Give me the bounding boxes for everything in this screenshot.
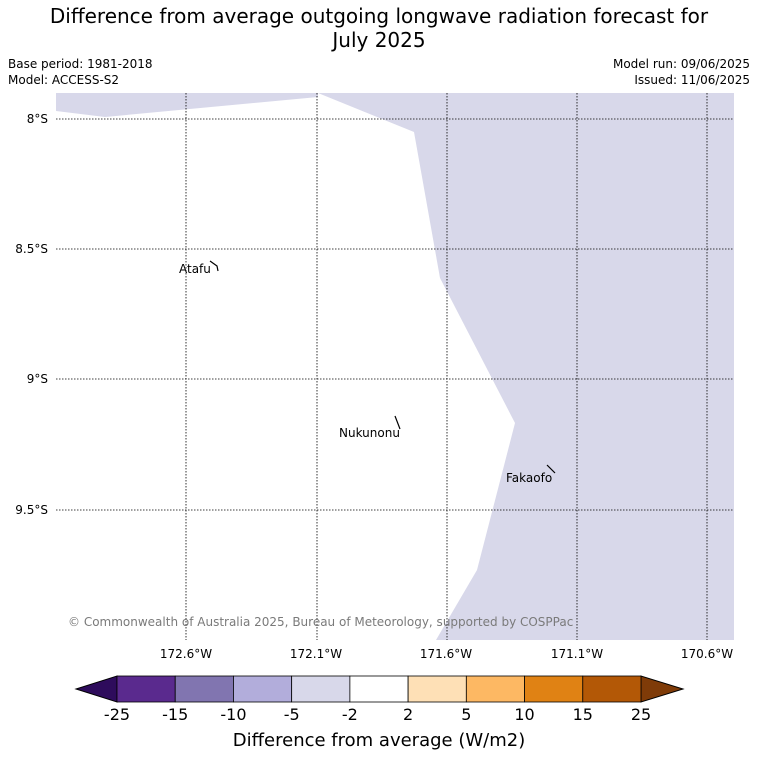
colorbar-tick-label: 10	[514, 705, 534, 724]
colorbar-cell	[407, 675, 467, 703]
issued-date: Issued: 11/06/2025	[634, 73, 750, 87]
colorbar-tick-label: 2	[403, 705, 413, 724]
place-label-fakaofo: Fakaofo	[506, 471, 552, 485]
lon-label-172-1w: 172.1°W	[290, 647, 342, 661]
place-label-nukunonu: Nukunonu	[339, 426, 400, 440]
copyright-credit: © Commonwealth of Australia 2025, Bureau…	[68, 615, 573, 629]
colorbar-cell	[116, 675, 176, 703]
colorbar-cell	[174, 675, 234, 703]
colorbar-tick-label: -25	[104, 705, 130, 724]
meta-left: Base period: 1981-2018 Model: ACCESS-S2	[8, 56, 153, 88]
colorbar-tick-label: -5	[284, 705, 300, 724]
lat-label-8-5s: 8.5°S	[15, 242, 48, 256]
lon-label-170-6w: 170.6°W	[681, 647, 733, 661]
base-period: Base period: 1981-2018	[8, 57, 153, 71]
colorbar-tick-label: -10	[220, 705, 246, 724]
lat-label-9-5s: 9.5°S	[15, 503, 48, 517]
model-name: Model: ACCESS-S2	[8, 73, 120, 87]
colorbar-tick-label: 5	[461, 705, 471, 724]
lat-label-8s: 8°S	[27, 112, 48, 126]
title-line-1: Difference from average outgoing longwav…	[49, 4, 709, 28]
chart-title: Difference from average outgoing longwav…	[0, 4, 758, 52]
lon-label-172-6w: 172.6°W	[160, 647, 212, 661]
colorbar-cell	[349, 675, 409, 703]
meta-right: Model run: 09/06/2025 Issued: 11/06/2025	[613, 56, 750, 88]
colorbar-tick-label: -15	[162, 705, 188, 724]
atafu-coastline	[209, 260, 219, 272]
colorbar-cell	[233, 675, 293, 703]
colorbar-tick-label: 25	[631, 705, 651, 724]
anomaly-region-east	[318, 93, 734, 640]
lat-label-9s: 9°S	[27, 372, 48, 386]
model-run: Model run: 09/06/2025	[612, 57, 750, 71]
colorbar-extend-low	[74, 675, 118, 703]
colorbar-tick-label: -2	[342, 705, 358, 724]
colorbar: -25 -15 -10 -5 -2 2 5 10 15 25	[74, 675, 685, 724]
anomaly-region-northwest	[56, 93, 318, 117]
colorbar-title: Difference from average (W/m2)	[232, 730, 526, 751]
place-label-atafu: Atafu	[179, 262, 211, 276]
colorbar-tick-label: 15	[573, 705, 593, 724]
colorbar-cell	[291, 675, 351, 703]
lon-label-171-1w: 171.1°W	[551, 647, 603, 661]
title-line-2: July 2025	[332, 28, 426, 52]
colorbar-extend-high	[640, 675, 685, 703]
nukunonu-coastline	[394, 415, 401, 430]
colorbar-cell	[524, 675, 584, 703]
colorbar-cell	[582, 675, 642, 703]
fakaofo-coastline	[546, 464, 556, 474]
lon-label-171-6w: 171.6°W	[420, 647, 472, 661]
colorbar-cell	[465, 675, 525, 703]
